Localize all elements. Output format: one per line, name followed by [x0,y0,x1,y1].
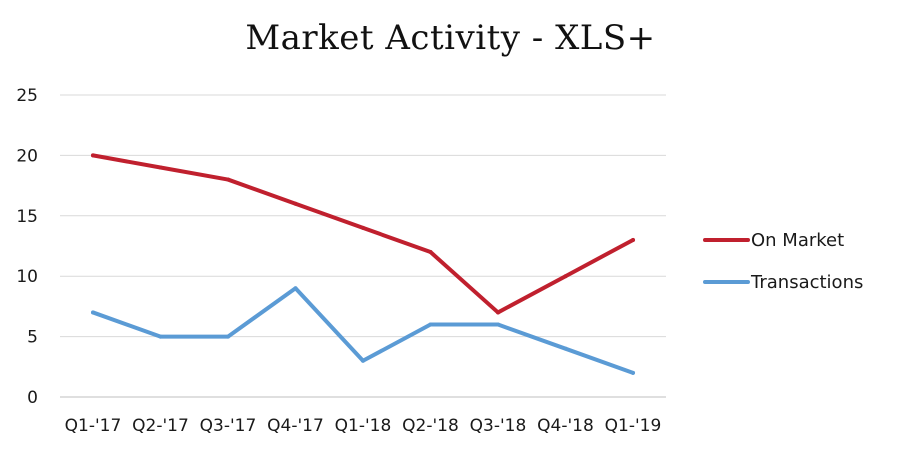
y-tick-label: 0 [27,388,38,408]
data-point [496,322,500,327]
x-tick-label: Q1-'18 [335,416,392,436]
x-axis-ticks: Q1-'17 Q2-'17 Q3-'17 Q4-'17 Q1-'18 Q2-'18 Q3-'… [65,416,662,436]
data-point [496,310,500,315]
y-tick-label: 10 [16,267,38,287]
data-point [428,250,433,255]
chart-title: Market Activity - XLS+ [245,18,656,58]
y-tick-label: 20 [16,146,38,166]
x-tick-label: Q4-'17 [267,416,324,436]
y-tick-label: 25 [16,86,38,106]
data-point [158,165,163,170]
data-point [631,370,635,375]
data-point [631,237,635,242]
data-point [563,274,568,279]
data-point [91,310,95,315]
legend: On Market Transactions [703,230,863,293]
data-point [293,201,298,206]
data-point [361,358,365,363]
x-tick-label: Q2-'17 [132,416,189,436]
x-tick-label: Q1-'17 [65,416,122,436]
series-lines [91,153,635,375]
x-tick-label: Q3-'18 [470,416,527,436]
x-tick-label: Q4-'18 [537,416,594,436]
legend-label: On Market [751,230,844,251]
data-point [226,177,230,182]
legend-label: Transactions [750,272,863,293]
data-point [428,322,433,327]
y-axis-ticks: 0 5 10 15 20 25 [16,86,38,408]
data-point [293,286,298,291]
x-tick-label: Q2-'18 [402,416,459,436]
x-tick-label: Q3-'17 [200,416,257,436]
data-point [563,346,568,351]
y-tick-label: 5 [27,328,38,348]
data-point [361,225,365,230]
y-tick-label: 15 [16,207,38,227]
series-line-1 [91,153,635,315]
x-tick-label: Q1-'19 [605,416,662,436]
data-point [91,153,95,158]
data-point [158,334,163,339]
data-point [226,334,230,339]
